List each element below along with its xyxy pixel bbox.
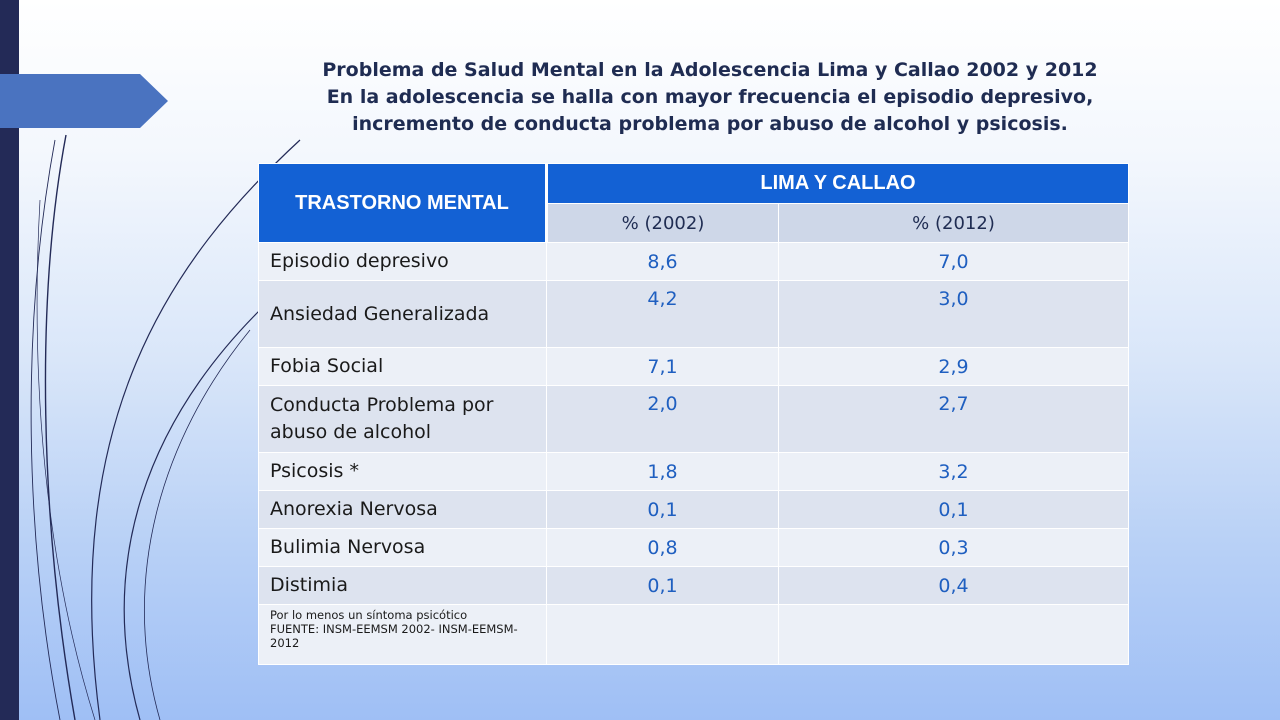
- row-value-2002: 8,6: [546, 242, 779, 281]
- left-accent-bar: [0, 0, 19, 720]
- mental-health-table: TRASTORNO MENTAL LIMA Y CALLAO % (2002) …: [258, 163, 1129, 665]
- row-name: Bulimia Nervosa: [258, 528, 547, 567]
- empty-cell: [778, 604, 1129, 665]
- table-subheader-row: % (2002) % (2012): [259, 203, 1129, 243]
- table-row: Fobia Social 7,1 2,9: [258, 347, 1129, 386]
- row-value-2002: 2,0: [546, 385, 779, 453]
- subheader-2002: % (2002): [546, 203, 779, 243]
- title-arrow-shape: [0, 74, 168, 128]
- table-row: Bulimia Nervosa 0,8 0,3: [258, 528, 1129, 567]
- table-header-row: TRASTORNO MENTAL LIMA Y CALLAO: [258, 163, 1129, 243]
- row-value-2012: 3,2: [778, 452, 1129, 491]
- row-value-2012: 2,9: [778, 347, 1129, 386]
- row-name: Episodio depresivo: [258, 242, 547, 281]
- table-row: Anorexia Nervosa 0,1 0,1: [258, 490, 1129, 529]
- row-value-2012: 0,4: [778, 566, 1129, 605]
- header-trastorno-mental: TRASTORNO MENTAL: [258, 163, 548, 243]
- footnote-line-2: FUENTE: INSM-EEMSM 2002- INSM-EEMSM-2012: [270, 622, 518, 650]
- row-value-2012: 2,7: [778, 385, 1129, 453]
- row-value-2002: 7,1: [546, 347, 779, 386]
- row-value-2002: 0,1: [546, 566, 779, 605]
- row-value-2012: 7,0: [778, 242, 1129, 281]
- row-value-2002: 0,1: [546, 490, 779, 529]
- subheader-2012: % (2012): [778, 203, 1129, 243]
- table-row: Conducta Problema por abuso de alcohol 2…: [258, 385, 1129, 453]
- row-name: Anorexia Nervosa: [258, 490, 547, 529]
- footnote-line-1: Por lo menos un síntoma psicótico: [270, 608, 468, 622]
- row-value-2002: 1,8: [546, 452, 779, 491]
- row-name: Distimia: [258, 566, 547, 605]
- row-value-2002: 0,8: [546, 528, 779, 567]
- row-value-2012: 0,3: [778, 528, 1129, 567]
- row-name: Fobia Social: [258, 347, 547, 386]
- row-name: Ansiedad Generalizada: [258, 280, 547, 348]
- table-row: Distimia 0,1 0,4: [258, 566, 1129, 605]
- row-value-2002: 4,2: [546, 280, 779, 348]
- row-value-2012: 3,0: [778, 280, 1129, 348]
- slide-title: Problema de Salud Mental en la Adolescen…: [250, 57, 1170, 138]
- row-name: Psicosis *: [258, 452, 547, 491]
- empty-cell: [546, 604, 779, 665]
- title-line-1: Problema de Salud Mental en la Adolescen…: [322, 59, 1098, 81]
- footnote-cell: Por lo menos un síntoma psicótico FUENTE…: [258, 604, 547, 665]
- row-name: Conducta Problema por abuso de alcohol: [258, 385, 547, 453]
- table-row: Episodio depresivo 8,6 7,0: [258, 242, 1129, 281]
- title-line-3: incremento de conducta problema por abus…: [352, 113, 1068, 135]
- table-footnote-row: Por lo menos un síntoma psicótico FUENTE…: [258, 604, 1129, 665]
- header-lima-y-callao: LIMA Y CALLAO: [546, 163, 1129, 204]
- table-row: Psicosis * 1,8 3,2: [258, 452, 1129, 491]
- row-value-2012: 0,1: [778, 490, 1129, 529]
- table-row: Ansiedad Generalizada 4,2 3,0: [258, 280, 1129, 348]
- title-line-2: En la adolescencia se halla con mayor fr…: [326, 86, 1094, 108]
